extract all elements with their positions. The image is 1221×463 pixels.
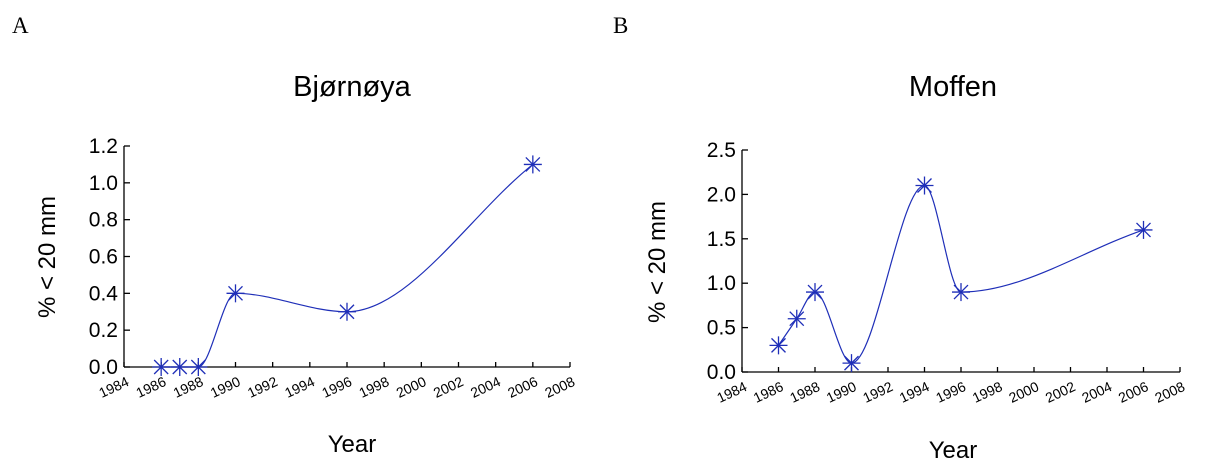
y-tick-label: 0.0: [89, 356, 118, 379]
data-point-marker: [769, 336, 788, 355]
x-tick-label: 1986: [751, 378, 786, 406]
data-point-marker: [338, 302, 356, 321]
x-tick-label: 2004: [468, 373, 503, 401]
x-tick-label: 2008: [542, 373, 577, 401]
y-tick-label: 0.8: [89, 209, 118, 232]
x-tick-label: 1994: [282, 373, 317, 401]
chart-title: Moffen: [909, 71, 997, 103]
panel-letter-b: B: [613, 13, 628, 38]
y-axis-label: % < 20 mm: [34, 196, 61, 318]
data-point-marker: [152, 358, 171, 376]
y-tick-label: 2.5: [707, 139, 736, 162]
chart-bjornoya: Bjørnøya Year % < 20 mm 0.0 0.2 0.4 0.6 0.8 1…: [34, 71, 577, 458]
x-tick-label: 1990: [208, 373, 243, 401]
y-tick-label: 0.6: [89, 246, 118, 269]
series-line: [778, 184, 1144, 364]
x-axis-label: Year: [328, 431, 377, 458]
data-point-marker: [226, 284, 245, 303]
x-tick-label: 2002: [1043, 378, 1078, 406]
x-tick-label: 1986: [133, 373, 168, 401]
x-tick-label: 2000: [394, 373, 429, 401]
y-tick-label: 0.0: [707, 361, 736, 384]
panel-letter-a: A: [12, 13, 29, 38]
data-point-marker: [523, 155, 542, 174]
y-tick-label: 0.5: [707, 317, 736, 340]
x-axis-label: Year: [929, 437, 978, 463]
series-line: [161, 163, 534, 368]
x-tick-label: 1996: [319, 373, 354, 401]
x-tick-label: 1988: [171, 373, 206, 401]
x-tick-label: 2008: [1152, 378, 1187, 406]
y-tick-label: 0.2: [89, 319, 118, 342]
x-tick-label: 1998: [970, 378, 1005, 406]
x-tick-label: 1994: [897, 378, 932, 406]
x-tick-label: 1998: [356, 373, 391, 401]
data-point-marker: [806, 283, 824, 302]
y-tick-label: 2.0: [707, 183, 736, 206]
y-tick-label: 1.5: [707, 228, 736, 251]
x-tick-label: 2000: [1006, 378, 1041, 406]
y-tick-label: 1.0: [89, 172, 118, 195]
x-tick-label: 1990: [824, 378, 859, 406]
x-tick-label: 2006: [505, 373, 540, 401]
data-point-marker: [170, 358, 189, 376]
data-point-marker: [952, 283, 970, 302]
x-tick-label: 2006: [1116, 378, 1151, 406]
x-tick-label: 2004: [1079, 378, 1114, 406]
x-tick-label: 1988: [787, 378, 822, 406]
data-point-marker: [189, 358, 208, 376]
x-tick-label: 2002: [431, 373, 466, 401]
data-point-marker: [842, 354, 861, 373]
y-tick-label: 1.2: [89, 135, 118, 158]
data-point-marker: [1134, 220, 1153, 239]
data-point-marker: [915, 176, 934, 195]
x-tick-label: 1992: [860, 378, 895, 406]
x-tick-label: 1992: [245, 373, 280, 401]
data-point-marker: [787, 309, 806, 328]
y-tick-label: 0.4: [89, 282, 119, 305]
chart-moffen: Moffen Year % < 20 mm 0.0 0.5 1.0 1.5 2.0 2.5…: [644, 71, 1187, 463]
y-tick-label: 1.0: [707, 272, 736, 295]
chart-title: Bjørnøya: [293, 71, 412, 103]
y-axis-label: % < 20 mm: [644, 201, 671, 323]
x-tick-label: 1996: [933, 378, 968, 406]
